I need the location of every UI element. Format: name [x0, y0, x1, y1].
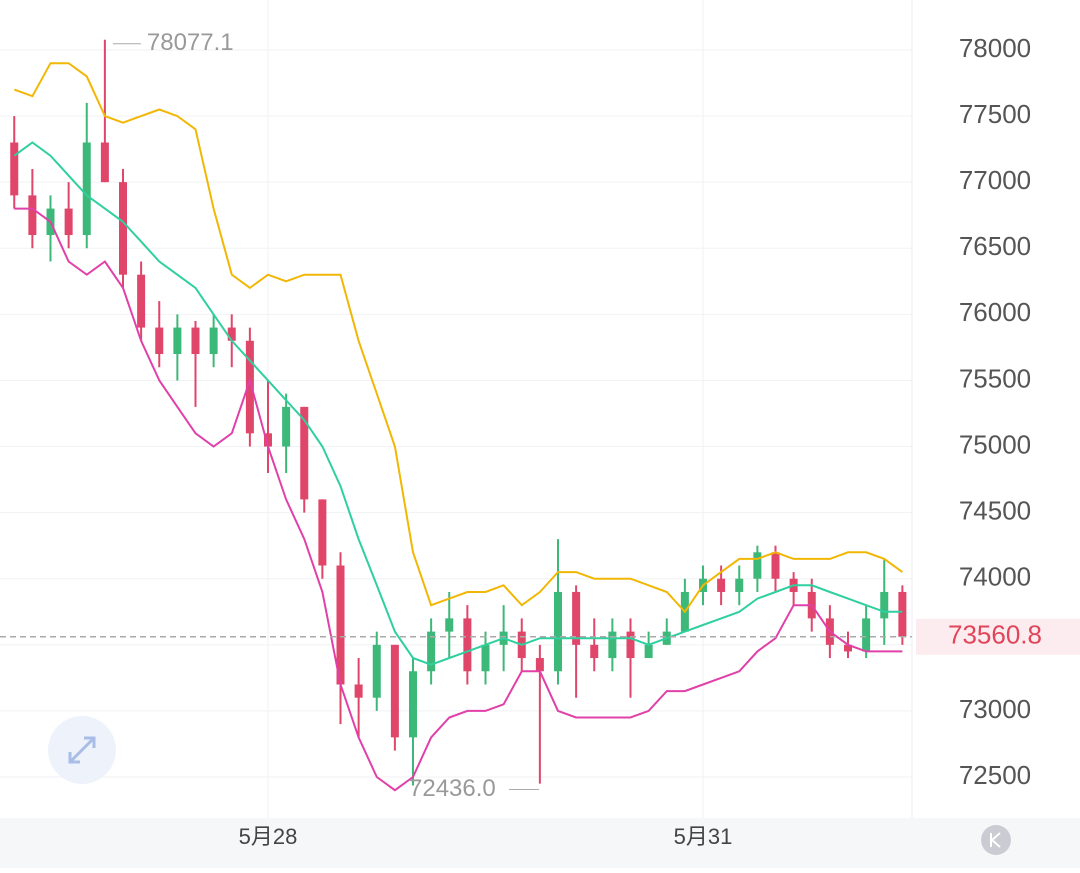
candle-body	[245, 340, 254, 434]
x-tick-label: 5月28	[239, 824, 298, 849]
candle-body	[608, 631, 617, 659]
candle-body	[880, 591, 889, 619]
candle-body	[463, 618, 472, 672]
candle-body	[28, 195, 37, 236]
x-tick-label: 5月31	[674, 824, 733, 849]
band-line	[14, 207, 903, 792]
candle-body	[445, 618, 454, 632]
candle-body	[390, 644, 399, 738]
y-tick-label: 74000	[959, 562, 1031, 592]
kline-button[interactable]	[981, 825, 1011, 855]
candle-body	[10, 142, 19, 196]
last-price-box	[916, 618, 1080, 655]
candle-body	[372, 644, 381, 698]
band-line	[13, 62, 903, 614]
candle-body	[282, 406, 291, 447]
low-label: 72436.0	[409, 775, 496, 802]
y-tick-label: 75500	[959, 363, 1031, 393]
candle-body	[155, 327, 164, 355]
candle-body	[82, 142, 91, 236]
candle-body	[717, 578, 726, 592]
x-axis-bar	[0, 818, 1080, 868]
candle-body	[227, 327, 236, 341]
y-tick-label: 77000	[959, 165, 1031, 195]
expand-button[interactable]	[48, 716, 116, 784]
y-tick-label: 75000	[959, 429, 1031, 459]
candle-body	[264, 433, 272, 447]
y-tick-label: 73000	[959, 694, 1031, 724]
y-tick-label: 76500	[959, 231, 1031, 261]
candle-body	[554, 591, 562, 672]
candle-body	[644, 644, 653, 659]
y-tick-label: 78000	[959, 33, 1031, 63]
candle-body	[100, 142, 109, 183]
candle-body	[209, 327, 218, 355]
candle-body	[844, 644, 852, 652]
candle-body	[354, 684, 363, 698]
y-tick-label: 77500	[959, 99, 1031, 129]
candle-body	[318, 499, 327, 566]
candle-body	[137, 274, 146, 328]
y-tick-label: 72500	[959, 760, 1031, 790]
candle-body	[590, 644, 599, 659]
high-label: 78077.1	[147, 29, 234, 56]
y-tick-label: 76000	[959, 297, 1031, 327]
candle-body	[191, 327, 200, 355]
candle-body	[626, 631, 635, 659]
candle-body	[119, 182, 127, 275]
candle-body	[173, 327, 182, 355]
candle-body	[735, 578, 744, 592]
candle-body	[572, 591, 581, 645]
candle-body	[64, 208, 73, 236]
candle-body	[409, 671, 417, 738]
y-tick-label: 74500	[959, 496, 1031, 526]
candle-body	[898, 591, 907, 637]
candle-body	[753, 552, 762, 579]
candle-body	[771, 552, 780, 579]
candle-body	[481, 644, 490, 672]
candle-body	[862, 618, 871, 652]
candle-body	[300, 406, 309, 500]
candle-body	[535, 658, 544, 672]
last-price-label: 73560.8	[948, 620, 1042, 650]
candle-body	[336, 565, 345, 685]
candle-body	[427, 631, 436, 672]
band-line	[13, 141, 903, 666]
